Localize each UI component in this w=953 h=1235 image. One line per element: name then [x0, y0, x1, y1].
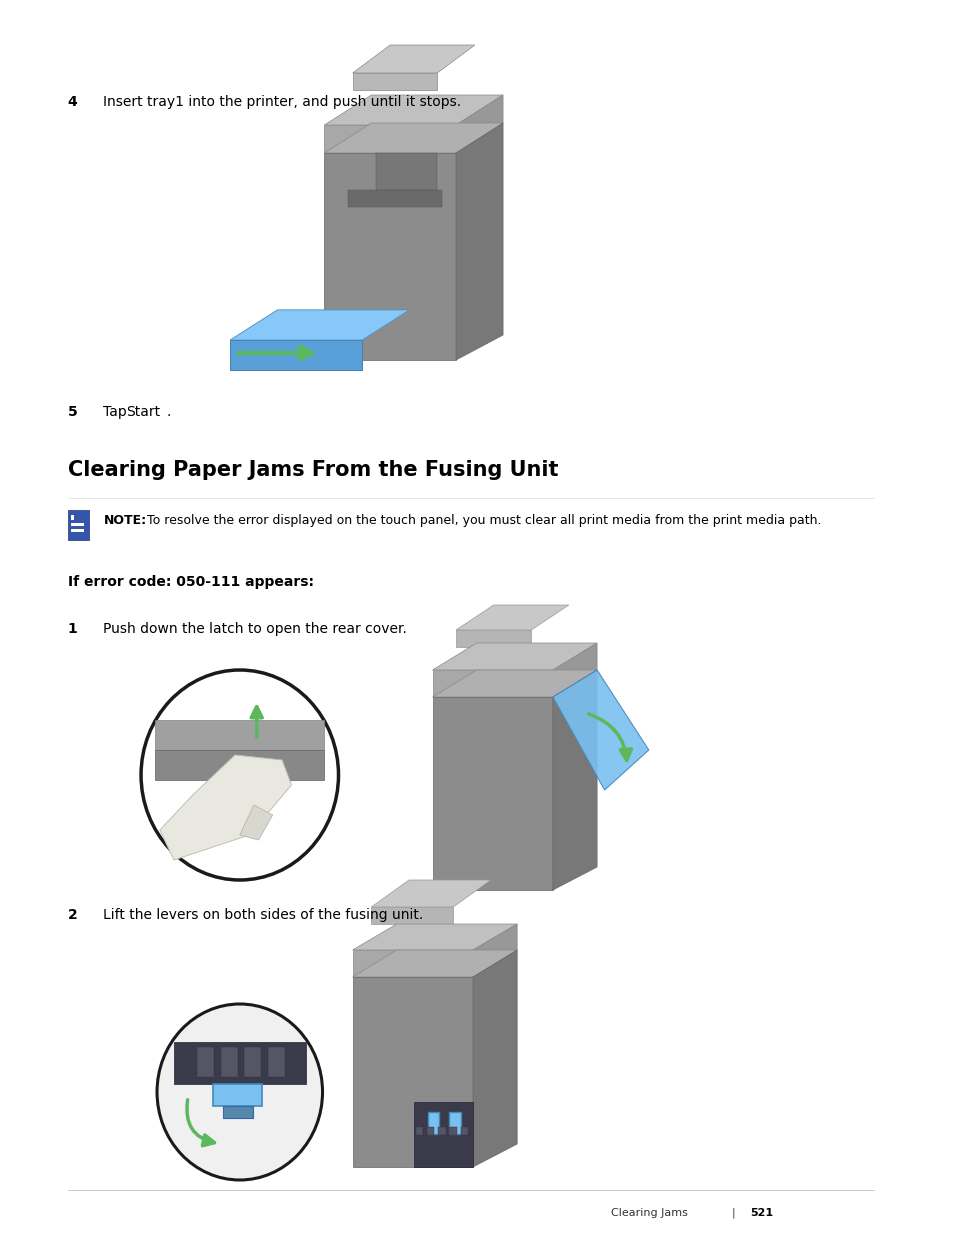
Bar [427, 1112, 438, 1134]
Polygon shape [230, 310, 409, 340]
Text: Insert tray1 into the printer, and push until it stops.: Insert tray1 into the printer, and push … [103, 95, 461, 109]
Polygon shape [553, 671, 648, 790]
Polygon shape [375, 153, 436, 190]
Polygon shape [155, 750, 324, 781]
Polygon shape [432, 643, 597, 671]
Polygon shape [160, 755, 292, 860]
Bar [449, 1112, 460, 1134]
Polygon shape [473, 924, 517, 977]
Polygon shape [353, 977, 473, 1167]
Text: 1: 1 [68, 622, 77, 636]
Ellipse shape [141, 671, 338, 881]
Text: 2: 2 [68, 908, 77, 923]
Bar [197, 1047, 214, 1077]
Polygon shape [553, 643, 597, 697]
Bar [213, 1084, 262, 1107]
Polygon shape [230, 340, 361, 370]
Polygon shape [414, 1102, 473, 1167]
Bar [416, 1128, 423, 1135]
Text: |: | [731, 1208, 735, 1219]
Polygon shape [553, 671, 597, 890]
Polygon shape [348, 190, 441, 207]
Polygon shape [353, 73, 436, 90]
Polygon shape [432, 671, 597, 697]
Polygon shape [456, 605, 568, 630]
Text: To resolve the error displayed on the touch panel, you must clear all print medi: To resolve the error displayed on the to… [143, 514, 821, 527]
Bar [71, 522, 84, 526]
Text: Clearing Jams: Clearing Jams [611, 1208, 687, 1218]
Text: Clearing Paper Jams From the Fusing Unit: Clearing Paper Jams From the Fusing Unit [68, 459, 558, 480]
Bar [437, 1128, 445, 1135]
Ellipse shape [157, 1004, 322, 1179]
Bar [426, 1128, 434, 1135]
Polygon shape [432, 671, 553, 697]
Text: 4: 4 [68, 95, 77, 109]
Text: Push down the latch to open the rear cover.: Push down the latch to open the rear cov… [103, 622, 407, 636]
Bar [460, 1128, 468, 1135]
Polygon shape [456, 630, 531, 647]
Polygon shape [456, 124, 502, 359]
Polygon shape [353, 924, 517, 950]
Bar [221, 1047, 237, 1077]
Polygon shape [230, 310, 409, 340]
Polygon shape [371, 881, 491, 906]
Text: Lift the levers on both sides of the fusing unit.: Lift the levers on both sides of the fus… [103, 908, 423, 923]
Bar [244, 1047, 261, 1077]
Polygon shape [324, 153, 456, 359]
Text: If error code: 050-111 appears:: If error code: 050-111 appears: [68, 576, 314, 589]
Polygon shape [456, 95, 502, 153]
Bar [68, 510, 90, 540]
Polygon shape [371, 906, 453, 924]
Polygon shape [324, 95, 502, 125]
Text: Start: Start [126, 405, 160, 419]
Text: 5: 5 [68, 405, 77, 419]
Polygon shape [324, 124, 502, 153]
Text: .: . [166, 405, 171, 419]
Bar [223, 1107, 253, 1118]
Bar [71, 529, 84, 532]
Polygon shape [353, 950, 473, 977]
Bar [268, 1047, 285, 1077]
Polygon shape [173, 1042, 305, 1084]
Polygon shape [432, 697, 553, 890]
Bar [71, 515, 74, 520]
Text: 521: 521 [750, 1208, 773, 1218]
Polygon shape [239, 805, 273, 840]
Bar [449, 1128, 456, 1135]
Polygon shape [353, 950, 517, 977]
Polygon shape [473, 950, 517, 1167]
Text: Tap: Tap [103, 405, 132, 419]
Polygon shape [155, 720, 324, 750]
Polygon shape [324, 125, 456, 153]
Text: NOTE:: NOTE: [103, 514, 147, 527]
Polygon shape [353, 44, 475, 73]
